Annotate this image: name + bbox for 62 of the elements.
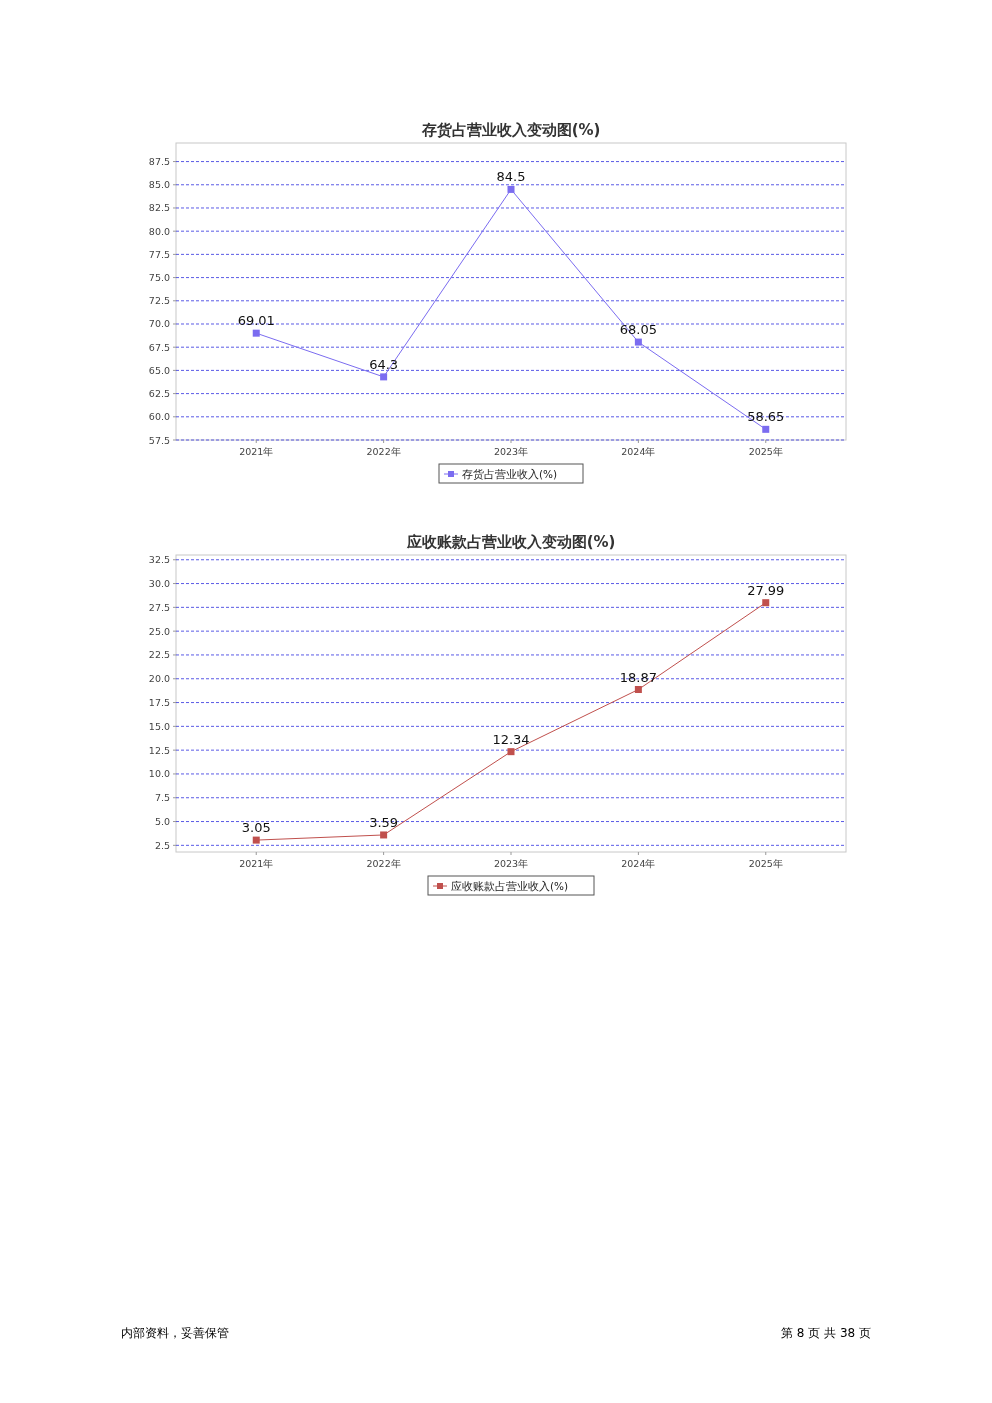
y-tick-label: 17.5 (148, 697, 170, 709)
x-tick-label: 2022年 (366, 446, 401, 457)
y-tick-label: 72.5 (148, 295, 170, 307)
y-tick-label: 5.0 (154, 816, 170, 828)
data-label: 27.99 (747, 582, 785, 598)
point (762, 599, 770, 607)
y-tick-label: 82.5 (148, 202, 170, 214)
data-label: 3.05 (241, 820, 271, 836)
point (252, 836, 260, 844)
legend-label: 应收账款占营业收入(%) (451, 880, 569, 892)
point (762, 425, 770, 433)
y-tick-label: 75.0 (148, 272, 170, 284)
x-tick-label: 2024年 (621, 858, 656, 869)
point (634, 338, 642, 346)
y-tick-label: 25.0 (148, 625, 170, 637)
data-label: 68.05 (619, 322, 657, 338)
data-label: 18.87 (619, 669, 657, 685)
data-label: 64.3 (369, 356, 399, 372)
point (507, 185, 515, 193)
y-tick-label: 60.0 (148, 411, 170, 423)
y-tick-label: 15.0 (148, 720, 170, 732)
x-tick-label: 2024年 (621, 446, 656, 457)
y-tick-label: 70.0 (148, 318, 170, 330)
y-tick-label: 2.5 (154, 839, 170, 851)
chart-title: 存货占营业收入变动图(%) (420, 121, 601, 139)
y-tick-label: 87.5 (148, 156, 170, 168)
data-label: 84.5 (496, 169, 526, 185)
x-tick-label: 2021年 (239, 446, 274, 457)
y-tick-label: 67.5 (148, 341, 170, 353)
data-label: 12.34 (492, 731, 530, 747)
legend-label: 存货占营业收入(%) (462, 468, 558, 480)
point (380, 831, 388, 839)
x-tick-label: 2021年 (239, 858, 274, 869)
y-tick-label: 30.0 (148, 578, 170, 590)
point (634, 686, 642, 694)
y-tick-label: 20.0 (148, 673, 170, 685)
y-tick-label: 12.5 (148, 744, 170, 756)
y-tick-label: 7.5 (154, 792, 170, 804)
y-tick-label: 10.0 (148, 768, 170, 780)
x-tick-label: 2025年 (748, 446, 783, 457)
y-tick-label: 85.0 (148, 179, 170, 191)
text: 内部资料，妥善保管 (121, 1326, 229, 1340)
x-tick-label: 2022年 (366, 858, 401, 869)
chart-title: 应收账款占营业收入变动图(%) (405, 533, 616, 551)
y-tick-label: 80.0 (148, 225, 170, 237)
x-tick-label: 2023年 (493, 446, 529, 457)
data-label: 58.65 (747, 409, 785, 425)
y-tick-label: 27.5 (148, 601, 170, 613)
x-tick-label: 2025年 (748, 858, 783, 869)
data-label: 3.59 (369, 814, 399, 830)
y-tick-label: 57.5 (148, 434, 170, 446)
text: 第 8 页 共 38 页 (781, 1326, 871, 1340)
x-tick-label: 2023年 (493, 858, 529, 869)
y-tick-label: 32.5 (148, 554, 170, 566)
point (380, 373, 388, 381)
point (252, 329, 260, 337)
y-tick-label: 77.5 (148, 248, 170, 260)
y-tick-label: 62.5 (148, 388, 170, 400)
y-tick-label: 65.0 (148, 364, 170, 376)
y-tick-label: 22.5 (148, 649, 170, 661)
point (507, 748, 515, 756)
data-label: 69.01 (237, 313, 275, 329)
